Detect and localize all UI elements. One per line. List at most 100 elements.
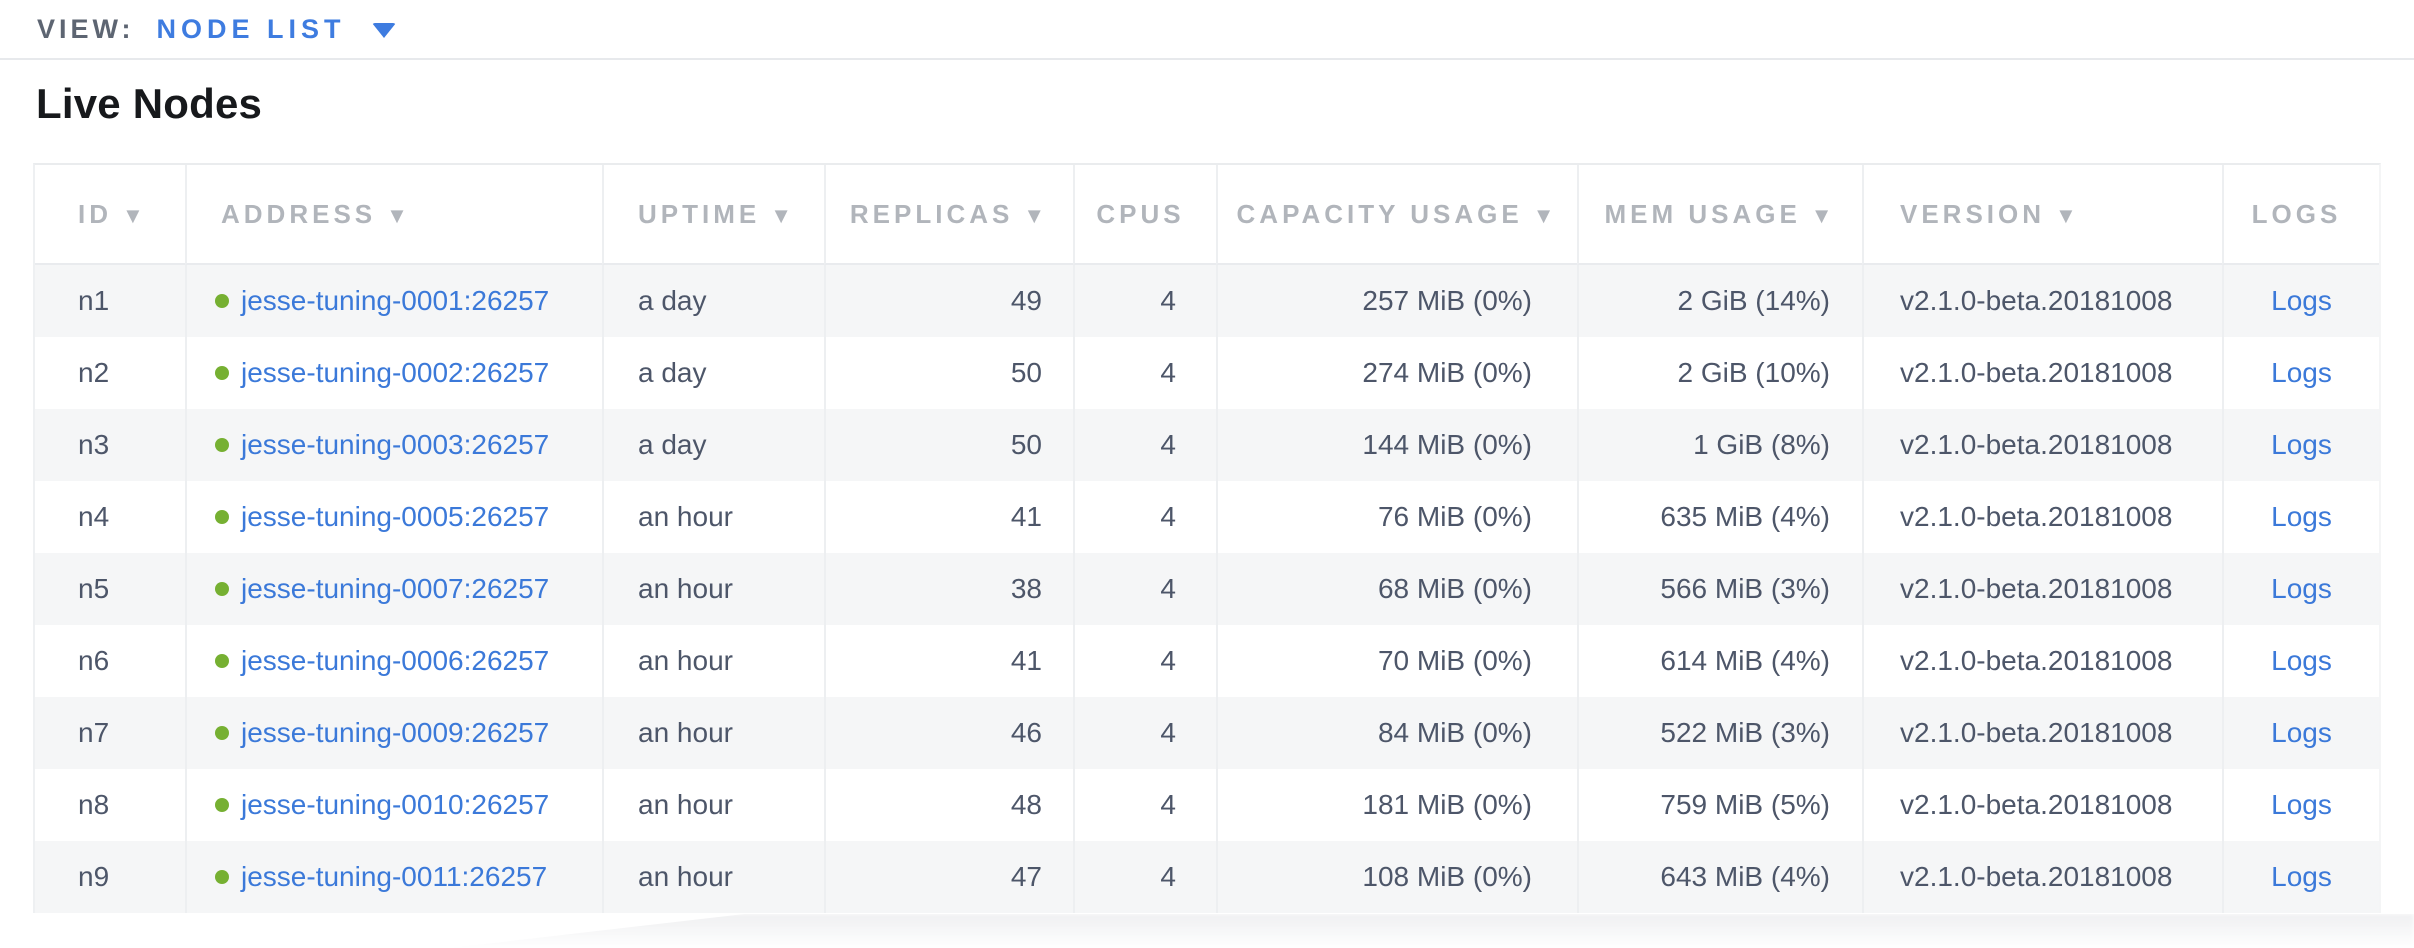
node-address-link[interactable]: jesse-tuning-0009:26257 [241, 717, 550, 748]
node-address-cell: jesse-tuning-0009:26257 [185, 697, 602, 769]
node-address-cell: jesse-tuning-0002:26257 [185, 337, 602, 409]
table-row: n9 jesse-tuning-0011:26257 an hour 47 4 … [35, 841, 2379, 913]
table-row: n6 jesse-tuning-0006:26257 an hour 41 4 … [35, 625, 2379, 697]
node-replicas-cell: 41 [824, 481, 1073, 553]
node-capacity-usage-cell: 84 MiB (0%) [1216, 697, 1577, 769]
view-bar: VIEW: NODE LIST [0, 0, 2414, 60]
node-mem-usage-cell: 643 MiB (4%) [1577, 841, 1862, 913]
node-live-status-icon [215, 582, 229, 596]
node-capacity-usage-cell: 108 MiB (0%) [1216, 841, 1577, 913]
node-capacity-usage-cell: 274 MiB (0%) [1216, 337, 1577, 409]
node-replicas-cell: 46 [824, 697, 1073, 769]
node-id-cell: n5 [35, 553, 185, 625]
node-address-cell: jesse-tuning-0011:26257 [185, 841, 602, 913]
node-address-link[interactable]: jesse-tuning-0007:26257 [241, 573, 550, 604]
node-uptime-cell: an hour [602, 553, 824, 625]
node-version-cell: v2.1.0-beta.20181008 [1862, 409, 2222, 481]
node-address-cell: jesse-tuning-0001:26257 [185, 265, 602, 337]
node-address-link[interactable]: jesse-tuning-0005:26257 [241, 501, 550, 532]
node-cpus-cell: 4 [1073, 625, 1216, 697]
node-mem-usage-cell: 759 MiB (5%) [1577, 769, 1862, 841]
node-logs-cell: Logs [2222, 625, 2379, 697]
node-id-cell: n8 [35, 769, 185, 841]
table-header-row: ID ▼ ADDRESS ▼ UPTIME ▼ REPLICAS ▼ CPUS CAPA… [35, 165, 2379, 265]
sort-desc-icon: ▼ [122, 202, 148, 228]
node-version-cell: v2.1.0-beta.20181008 [1862, 265, 2222, 337]
node-cpus-cell: 4 [1073, 265, 1216, 337]
node-address-link[interactable]: jesse-tuning-0002:26257 [241, 357, 550, 388]
node-logs-cell: Logs [2222, 409, 2379, 481]
node-live-status-icon [215, 510, 229, 524]
logs-link[interactable]: Logs [2271, 861, 2332, 892]
node-address-link[interactable]: jesse-tuning-0011:26257 [241, 861, 548, 892]
node-address-link[interactable]: jesse-tuning-0001:26257 [241, 285, 550, 316]
node-cpus-cell: 4 [1073, 337, 1216, 409]
node-address-cell: jesse-tuning-0007:26257 [185, 553, 602, 625]
node-version-cell: v2.1.0-beta.20181008 [1862, 553, 2222, 625]
nodes-table-body: n1 jesse-tuning-0001:26257 a day 49 4 25… [35, 265, 2379, 913]
node-capacity-usage-cell: 70 MiB (0%) [1216, 625, 1577, 697]
node-version-cell: v2.1.0-beta.20181008 [1862, 337, 2222, 409]
node-version-cell: v2.1.0-beta.20181008 [1862, 625, 2222, 697]
column-header-id[interactable]: ID ▼ [35, 165, 185, 265]
view-select-dropdown[interactable]: NODE LIST [157, 14, 396, 45]
logs-link[interactable]: Logs [2271, 429, 2332, 460]
node-address-link[interactable]: jesse-tuning-0006:26257 [241, 645, 550, 676]
logs-link[interactable]: Logs [2271, 789, 2332, 820]
node-logs-cell: Logs [2222, 553, 2379, 625]
node-mem-usage-cell: 2 GiB (10%) [1577, 337, 1862, 409]
view-selected-value: NODE LIST [156, 13, 346, 44]
sort-desc-icon: ▼ [1532, 202, 1559, 228]
node-version-cell: v2.1.0-beta.20181008 [1862, 841, 2222, 913]
logs-link[interactable]: Logs [2271, 501, 2332, 532]
node-capacity-usage-cell: 257 MiB (0%) [1216, 265, 1577, 337]
node-uptime-cell: an hour [602, 625, 824, 697]
node-logs-cell: Logs [2222, 481, 2379, 553]
node-live-status-icon [215, 870, 229, 884]
node-uptime-cell: a day [602, 265, 824, 337]
node-id-cell: n1 [35, 265, 185, 337]
node-replicas-cell: 47 [824, 841, 1073, 913]
node-live-status-icon [215, 798, 229, 812]
node-mem-usage-cell: 1 GiB (8%) [1577, 409, 1862, 481]
node-address-cell: jesse-tuning-0005:26257 [185, 481, 602, 553]
node-logs-cell: Logs [2222, 697, 2379, 769]
node-address-link[interactable]: jesse-tuning-0010:26257 [241, 789, 550, 820]
node-live-status-icon [215, 294, 229, 308]
node-capacity-usage-cell: 68 MiB (0%) [1216, 553, 1577, 625]
node-mem-usage-cell: 635 MiB (4%) [1577, 481, 1862, 553]
column-header-cpus: CPUS [1073, 165, 1216, 265]
column-header-replicas[interactable]: REPLICAS ▼ [824, 165, 1073, 265]
node-id-cell: n9 [35, 841, 185, 913]
node-logs-cell: Logs [2222, 265, 2379, 337]
sort-desc-icon: ▼ [1810, 202, 1837, 228]
table-row: n3 jesse-tuning-0003:26257 a day 50 4 14… [35, 409, 2379, 481]
node-id-cell: n3 [35, 409, 185, 481]
node-uptime-cell: an hour [602, 769, 824, 841]
column-header-capacity-usage[interactable]: CAPACITY USAGE ▼ [1216, 165, 1577, 265]
column-header-mem-usage[interactable]: MEM USAGE ▼ [1577, 165, 1862, 265]
node-capacity-usage-cell: 181 MiB (0%) [1216, 769, 1577, 841]
node-cpus-cell: 4 [1073, 769, 1216, 841]
logs-link[interactable]: Logs [2271, 285, 2332, 316]
node-replicas-cell: 50 [824, 409, 1073, 481]
column-header-version[interactable]: VERSION ▼ [1862, 165, 2222, 265]
node-live-status-icon [215, 438, 229, 452]
node-logs-cell: Logs [2222, 769, 2379, 841]
logs-link[interactable]: Logs [2271, 357, 2332, 388]
node-id-cell: n4 [35, 481, 185, 553]
node-logs-cell: Logs [2222, 337, 2379, 409]
node-uptime-cell: an hour [602, 697, 824, 769]
logs-link[interactable]: Logs [2271, 717, 2332, 748]
logs-link[interactable]: Logs [2271, 573, 2332, 604]
column-header-address[interactable]: ADDRESS ▼ [185, 165, 602, 265]
column-header-uptime[interactable]: UPTIME ▼ [602, 165, 824, 265]
logs-link[interactable]: Logs [2271, 645, 2332, 676]
node-logs-cell: Logs [2222, 841, 2379, 913]
node-id-cell: n6 [35, 625, 185, 697]
sort-desc-icon: ▼ [386, 202, 412, 228]
node-cpus-cell: 4 [1073, 481, 1216, 553]
node-cpus-cell: 4 [1073, 409, 1216, 481]
node-live-status-icon [215, 366, 229, 380]
node-address-link[interactable]: jesse-tuning-0003:26257 [241, 429, 550, 460]
